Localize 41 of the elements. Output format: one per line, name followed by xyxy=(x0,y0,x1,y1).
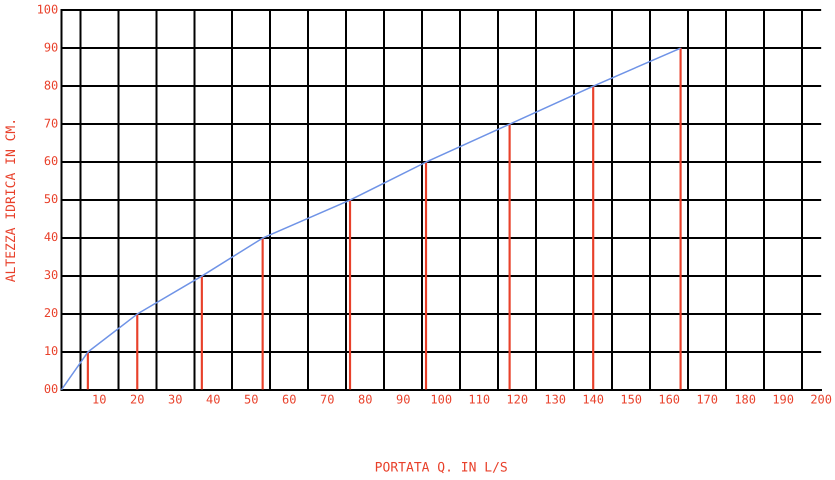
bar xyxy=(508,124,511,390)
x-tick-label: 130 xyxy=(544,392,566,406)
x-tick-label: 110 xyxy=(468,392,490,406)
y-tick-label: 60 xyxy=(44,154,58,168)
x-tick-label: 190 xyxy=(772,392,794,406)
x-tick-label: 200 xyxy=(810,392,832,406)
bar xyxy=(136,314,138,390)
x-tick-label: 80 xyxy=(358,392,372,406)
x-tick-label: 160 xyxy=(658,392,680,406)
bar xyxy=(424,162,428,390)
x-tick-label: 170 xyxy=(696,392,718,406)
bar xyxy=(200,276,203,390)
x-tick-label: 40 xyxy=(206,392,220,406)
y-tick-label: 20 xyxy=(44,306,58,320)
y-tick-label: 50 xyxy=(44,192,58,206)
y-tick-label: 70 xyxy=(44,116,58,130)
bar xyxy=(348,200,352,390)
x-tick-label: 60 xyxy=(282,392,296,406)
y-tick-label: 40 xyxy=(44,230,58,244)
x-tick-label: 20 xyxy=(130,392,144,406)
y-tick-label: 80 xyxy=(44,78,58,92)
x-tick-label: 50 xyxy=(244,392,258,406)
y-tick-label: 10 xyxy=(44,344,58,358)
y-axis-title: ALTEZZA IDRICA IN CM. xyxy=(4,118,20,282)
bar xyxy=(262,238,264,390)
x-tick-label: 90 xyxy=(396,392,410,406)
y-tick-label: 100 xyxy=(36,2,58,16)
x-tick-label: 100 xyxy=(430,392,452,406)
x-tick-label: 120 xyxy=(506,392,528,406)
x-tick-label: 30 xyxy=(168,392,182,406)
bar xyxy=(680,48,682,390)
y-tick-label: 30 xyxy=(44,268,58,282)
x-tick-label: 10 xyxy=(92,392,106,406)
x-tick-label: 70 xyxy=(320,392,334,406)
y-tick-label: 00 xyxy=(44,382,58,396)
x-axis-title: PORTATA Q. IN L/S xyxy=(374,460,508,476)
bar xyxy=(592,86,594,390)
x-tick-label: 150 xyxy=(620,392,642,406)
y-tick-label: 90 xyxy=(44,40,58,54)
x-tick-label: 180 xyxy=(734,392,756,406)
x-tick-label: 140 xyxy=(582,392,604,406)
